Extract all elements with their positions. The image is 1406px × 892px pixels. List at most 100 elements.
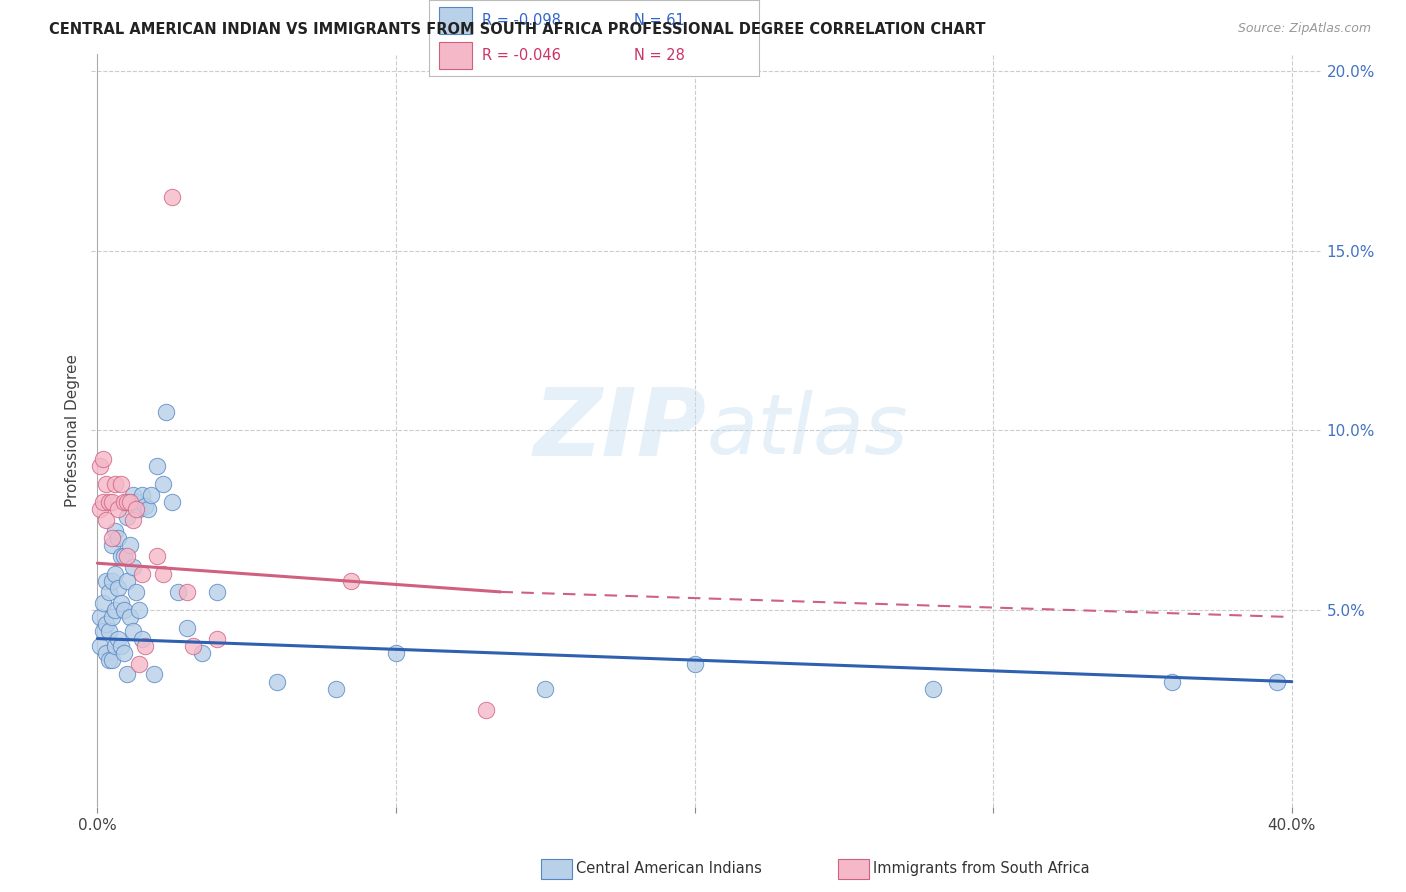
Point xyxy=(152,566,174,581)
Point xyxy=(474,703,496,717)
Point xyxy=(115,667,138,681)
Point xyxy=(122,488,145,502)
Point xyxy=(115,495,138,509)
Point xyxy=(107,632,129,646)
FancyBboxPatch shape xyxy=(439,42,472,69)
Point xyxy=(98,653,121,667)
Point xyxy=(101,610,124,624)
Point xyxy=(131,632,153,646)
Point xyxy=(134,639,156,653)
Point xyxy=(134,499,156,513)
Point xyxy=(131,488,153,502)
Point xyxy=(104,603,127,617)
Point xyxy=(176,585,198,599)
Point xyxy=(1161,674,1184,689)
Point xyxy=(139,488,162,502)
Y-axis label: Professional Degree: Professional Degree xyxy=(65,354,80,507)
Point xyxy=(122,513,145,527)
Point xyxy=(104,524,127,538)
Point xyxy=(96,646,118,660)
Point xyxy=(205,585,228,599)
Point xyxy=(101,531,124,545)
Point xyxy=(146,459,169,474)
Point xyxy=(101,495,124,509)
Point xyxy=(155,405,177,419)
Point xyxy=(152,477,174,491)
Point xyxy=(98,624,121,639)
Point xyxy=(1265,674,1288,689)
Text: ZIP: ZIP xyxy=(534,384,706,476)
Text: Central American Indians: Central American Indians xyxy=(576,862,762,876)
Point xyxy=(115,509,138,524)
Text: atlas: atlas xyxy=(706,390,908,471)
Point xyxy=(101,538,124,552)
Point xyxy=(181,639,204,653)
Text: CENTRAL AMERICAN INDIAN VS IMMIGRANTS FROM SOUTH AFRICA PROFESSIONAL DEGREE CORR: CENTRAL AMERICAN INDIAN VS IMMIGRANTS FR… xyxy=(49,22,986,37)
Point xyxy=(205,632,228,646)
Point xyxy=(110,596,132,610)
Point xyxy=(128,603,150,617)
Point xyxy=(104,566,127,581)
Point xyxy=(96,617,118,632)
Point xyxy=(340,574,363,589)
Point xyxy=(91,624,114,639)
Point xyxy=(120,495,142,509)
Point xyxy=(143,667,166,681)
Point xyxy=(112,603,135,617)
Point xyxy=(112,495,135,509)
Point xyxy=(107,531,129,545)
Point xyxy=(136,502,159,516)
Point xyxy=(107,582,129,596)
Point xyxy=(120,538,142,552)
Point xyxy=(98,585,121,599)
Point xyxy=(325,681,347,696)
Point xyxy=(125,502,148,516)
Text: N = 28: N = 28 xyxy=(634,48,685,62)
Point xyxy=(101,574,124,589)
Point xyxy=(107,502,129,516)
Point xyxy=(125,585,148,599)
Point xyxy=(131,566,153,581)
Text: N = 61: N = 61 xyxy=(634,13,685,28)
Point xyxy=(266,674,288,689)
Point xyxy=(122,559,145,574)
Point xyxy=(89,639,111,653)
Point xyxy=(115,574,138,589)
Text: R = -0.046: R = -0.046 xyxy=(482,48,561,62)
Point xyxy=(110,639,132,653)
Point xyxy=(112,549,135,563)
Point xyxy=(167,585,190,599)
Point xyxy=(160,190,183,204)
Point xyxy=(98,495,121,509)
Point xyxy=(128,657,150,671)
Point xyxy=(160,495,183,509)
Point xyxy=(101,653,124,667)
Point xyxy=(96,574,118,589)
Point xyxy=(122,624,145,639)
Point xyxy=(683,657,706,671)
Point xyxy=(104,477,127,491)
Point xyxy=(176,621,198,635)
FancyBboxPatch shape xyxy=(439,7,472,34)
Point xyxy=(89,459,111,474)
Point xyxy=(104,639,127,653)
Text: Source: ZipAtlas.com: Source: ZipAtlas.com xyxy=(1237,22,1371,36)
Point xyxy=(191,646,214,660)
Point xyxy=(120,610,142,624)
Point xyxy=(112,646,135,660)
Point xyxy=(385,646,408,660)
Point xyxy=(125,495,148,509)
Point xyxy=(146,549,169,563)
Point xyxy=(110,549,132,563)
Point xyxy=(128,502,150,516)
Point xyxy=(89,502,111,516)
Point xyxy=(91,495,114,509)
Text: R = -0.098: R = -0.098 xyxy=(482,13,561,28)
Point xyxy=(89,610,111,624)
Point xyxy=(96,477,118,491)
Point xyxy=(115,549,138,563)
Point xyxy=(91,452,114,467)
Point xyxy=(96,513,118,527)
Text: Immigrants from South Africa: Immigrants from South Africa xyxy=(873,862,1090,876)
Point xyxy=(110,477,132,491)
